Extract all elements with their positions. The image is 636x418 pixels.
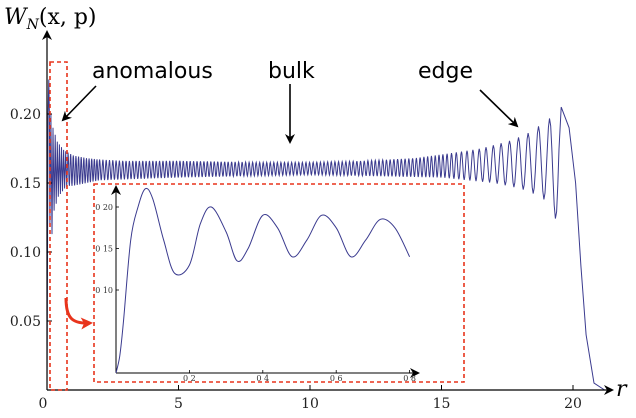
inset-y-tick-label: 0 15 (95, 245, 113, 254)
x-tick-label: 15 (433, 396, 451, 412)
inset-chart: 0 2 0 4 0 6 0 8 0 10 0 15 0 20 (93, 183, 465, 383)
inset-y-tick-label: 0 20 (95, 203, 113, 212)
x-ticks: 0 5 10 15 20 (39, 385, 582, 412)
inset-x-tick-label: 0 6 (330, 374, 343, 383)
annotations: anomalous bulk edge (61, 59, 519, 144)
inset-frame (93, 183, 465, 383)
inset-series-line (115, 187, 411, 374)
annotation-arrow (61, 85, 97, 122)
y-tick-label: 0.10 (10, 245, 41, 261)
main-series (46, 79, 605, 391)
inset-x-tick-label: 0 8 (403, 374, 416, 383)
highlight-box (49, 61, 93, 391)
zoom-arrow (64, 297, 93, 330)
y-axis-title-main: W (4, 5, 29, 30)
annotation-label: anomalous (92, 59, 213, 84)
x-tick-label: 0 (39, 396, 48, 412)
inset-y-tick-label: 0 10 (95, 286, 113, 295)
main-axes (42, 30, 614, 395)
annotation-arrow (479, 89, 519, 128)
annotation-label: bulk (268, 59, 315, 84)
inset-x-tick-label: 0 4 (256, 374, 269, 383)
x-tick-label: 5 (174, 396, 183, 412)
y-tick-label: 0.15 (10, 176, 41, 192)
inset-x-tick-label: 0 2 (183, 374, 196, 383)
series-line (46, 79, 605, 391)
anomalous-highlight-rect (49, 61, 68, 391)
y-ticks: 0.05 0.10 0.15 0.20 (10, 107, 52, 330)
y-axis-title: WN(x, p) (4, 5, 97, 33)
x-axis-title: r (616, 377, 628, 402)
y-tick-label: 0.05 (10, 314, 41, 330)
x-tick-label: 10 (301, 396, 319, 412)
y-axis-title-sub: N (26, 17, 40, 33)
y-axis-title-args: (x, p) (39, 5, 97, 30)
y-tick-label: 0.20 (10, 107, 41, 123)
annotation-label: edge (418, 59, 473, 84)
x-tick-label: 20 (564, 396, 582, 412)
